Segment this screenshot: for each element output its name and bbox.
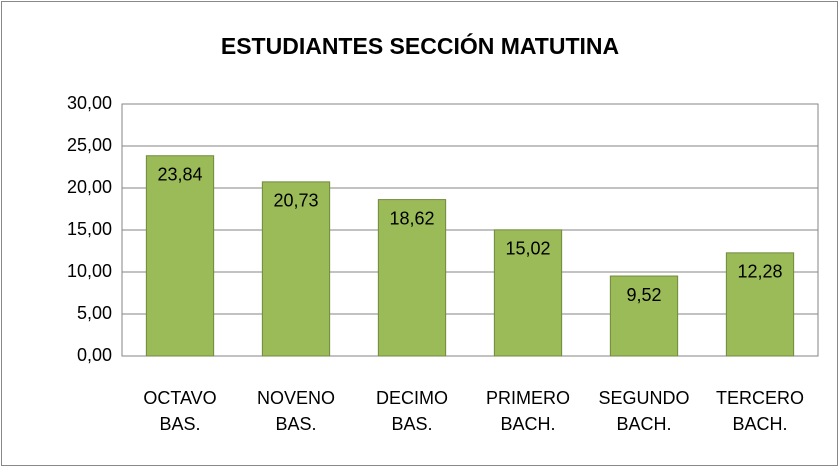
bar	[609, 275, 679, 357]
y-tick-label: 5,00	[77, 303, 112, 323]
bar	[145, 155, 215, 357]
y-tick-label: 15,00	[67, 219, 112, 239]
data-label: 12,28	[737, 262, 782, 282]
data-label: 9,52	[626, 285, 661, 305]
bar	[377, 199, 447, 357]
bar	[493, 229, 563, 357]
data-label: 15,02	[505, 239, 550, 259]
y-tick-label: 20,00	[67, 177, 112, 197]
y-tick-label: 25,00	[67, 135, 112, 155]
x-tick-label: DECIMO BAS.	[376, 388, 448, 434]
data-label: 23,84	[157, 164, 202, 184]
y-tick-label: 0,00	[77, 345, 112, 365]
data-label: 18,62	[389, 208, 434, 228]
x-tick-label: TERCERO BACH.	[715, 388, 804, 434]
plot-area	[121, 103, 819, 357]
data-label: 20,73	[273, 191, 318, 211]
x-tick-label: NOVENO BAS.	[256, 388, 335, 434]
chart-title: ESTUDIANTES SECCIÓN MATUTINA	[221, 32, 619, 59]
y-tick-label: 30,00	[67, 93, 112, 113]
bar	[261, 181, 331, 357]
x-tick-label: OCTAVO BAS.	[143, 388, 217, 434]
x-tick-label: SEGUNDO BACH.	[598, 388, 690, 434]
x-tick-label: PRIMERO BACH.	[485, 388, 570, 434]
bar	[725, 252, 795, 357]
y-tick-label: 10,00	[67, 261, 112, 281]
